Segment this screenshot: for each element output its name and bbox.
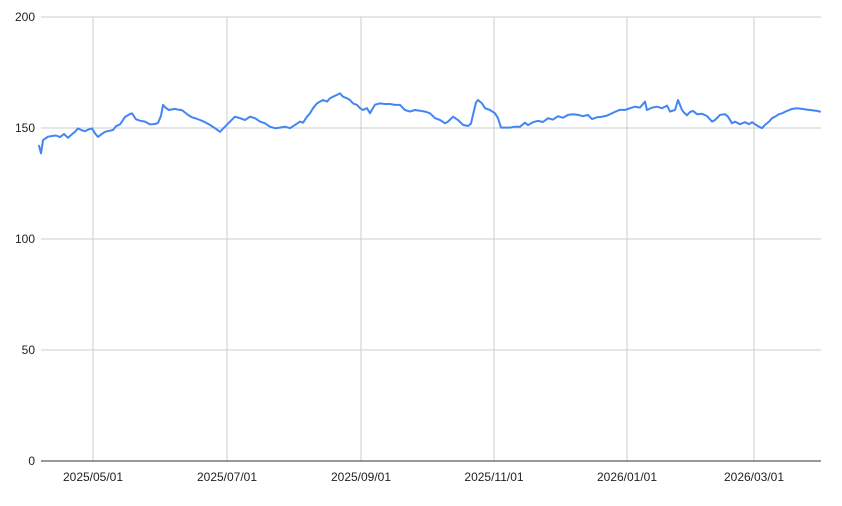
x-tick-label: 2026/03/01 [724,470,784,484]
y-tick-label: 50 [22,343,36,357]
x-tick-label: 2025/11/01 [464,470,523,484]
y-tick-label: 200 [15,10,35,24]
x-tick-label: 2025/09/01 [331,470,391,484]
x-tick-label: 2026/01/01 [597,470,657,484]
price-line [38,92,821,155]
y-tick-label: 100 [15,232,35,246]
x-tick-label: 2025/05/01 [63,470,123,484]
y-tick-label: 150 [15,121,35,135]
y-tick-label: 0 [28,454,35,468]
x-tick-label: 2025/07/01 [197,470,257,484]
